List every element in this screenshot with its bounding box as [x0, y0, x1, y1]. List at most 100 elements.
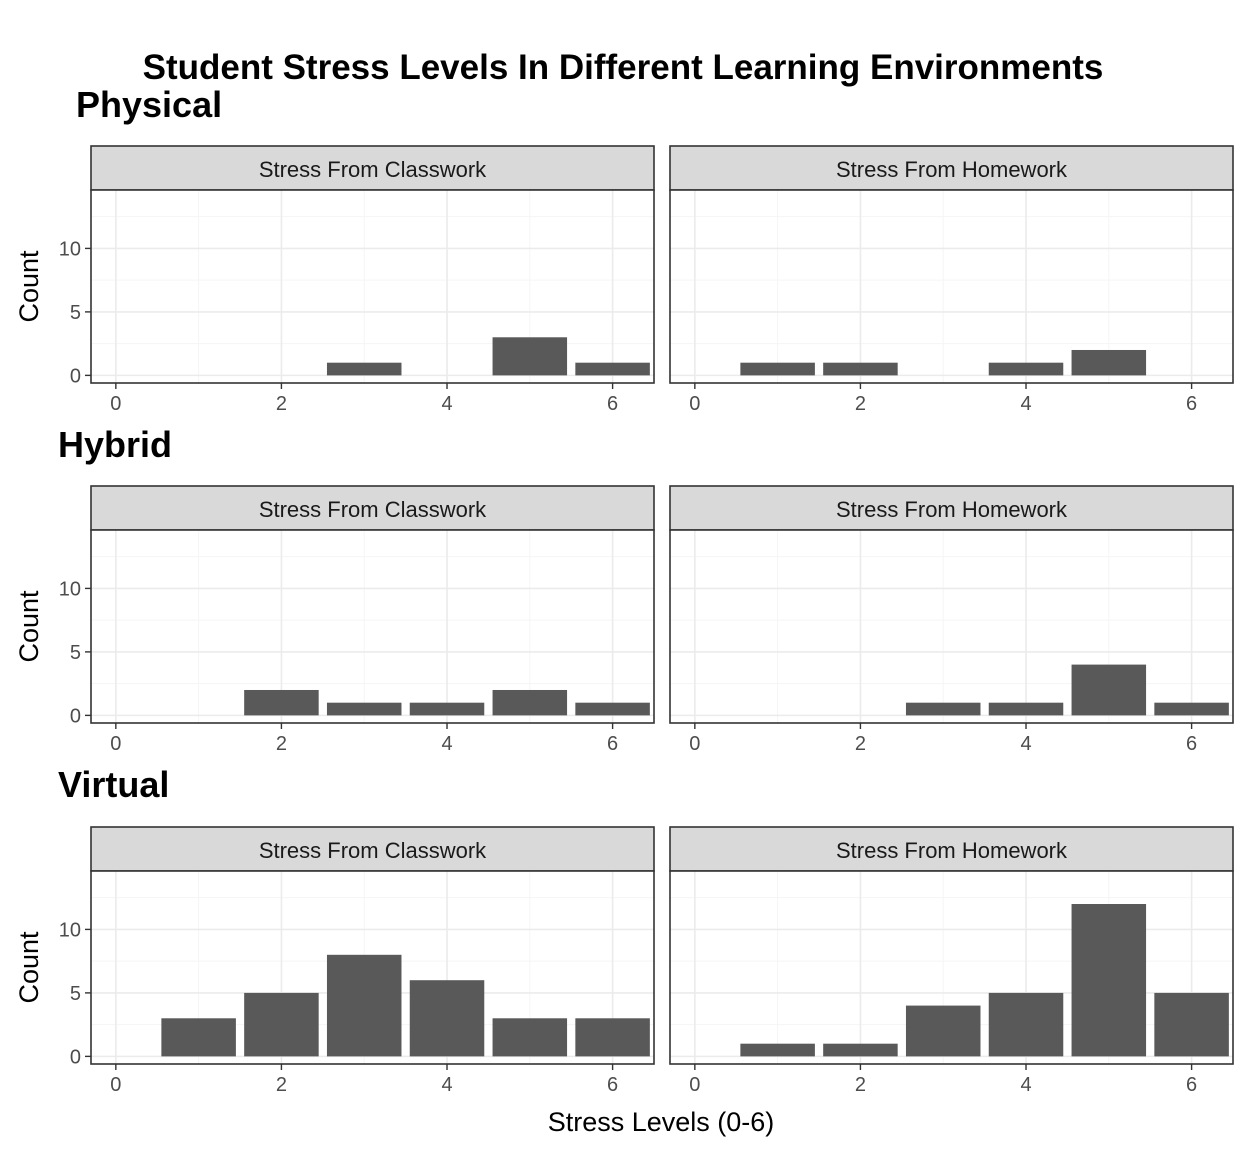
facet-groups: Physical Count Stress From Classwork 0 2 4 6 0 5…	[14, 84, 1234, 1096]
facet-group-hybrid: Hybrid Count Stress From Classwork 0 2 4 6 0 5 10…	[14, 424, 1234, 755]
facet-strip	[669, 485, 1234, 531]
facet-panel: Stress From Classwork 0 2 4 6 0 5 10	[59, 826, 655, 1096]
x-tick-label: 2	[855, 1074, 866, 1096]
x-tick-label: 6	[607, 393, 618, 415]
bar	[326, 702, 402, 716]
bar	[988, 702, 1064, 716]
x-tick-label: 2	[276, 393, 287, 415]
strip-label: Stress From Homework	[836, 157, 1068, 182]
bar	[326, 954, 402, 1057]
bar	[492, 689, 568, 716]
bar	[905, 702, 981, 716]
facet-group-virtual: Virtual Count Stress From Classwork 0 2 4 6 0 5 1…	[14, 764, 1234, 1096]
bar	[326, 362, 402, 376]
x-tick-label: 6	[1186, 1074, 1197, 1096]
panel-border	[90, 529, 655, 724]
x-tick-label: 0	[110, 733, 121, 755]
strip-label: Stress From Homework	[836, 497, 1068, 522]
panel-border	[669, 529, 1234, 724]
plot-background	[670, 530, 1233, 723]
x-tick-label: 4	[441, 393, 452, 415]
y-tick-label: 10	[59, 578, 81, 600]
facet-panel: Stress From Homework 0 2 4 6	[669, 826, 1234, 1096]
bar	[161, 1018, 236, 1057]
facet-strip	[90, 485, 655, 531]
bar	[244, 992, 319, 1057]
strip-label: Stress From Classwork	[259, 838, 487, 863]
facet-strip	[90, 145, 655, 191]
bar	[823, 1043, 898, 1057]
bar	[1154, 702, 1229, 716]
bar	[740, 1043, 815, 1057]
y-tick-label: 0	[70, 705, 81, 727]
x-tick-label: 4	[1020, 733, 1031, 755]
facet-panel: Stress From Homework 0 2 4 6	[669, 485, 1234, 755]
group-title: Virtual	[58, 764, 169, 805]
strip-label: Stress From Classwork	[259, 157, 487, 182]
plot-background	[91, 190, 654, 383]
panel-border	[669, 870, 1234, 1065]
panel-border	[90, 189, 655, 384]
y-tick-label: 10	[59, 919, 81, 941]
bar	[409, 702, 485, 716]
y-axis-title: Count	[14, 590, 44, 663]
plot-background	[670, 190, 1233, 383]
x-tick-label: 6	[607, 1074, 618, 1096]
bar	[409, 980, 485, 1057]
bar	[1071, 664, 1147, 716]
bar	[988, 992, 1064, 1057]
strip-label: Stress From Homework	[836, 838, 1068, 863]
x-tick-label: 0	[689, 393, 700, 415]
x-tick-label: 4	[1020, 393, 1031, 415]
bar	[244, 689, 319, 716]
x-tick-label: 4	[1020, 1074, 1031, 1096]
bar	[1154, 992, 1229, 1057]
x-tick-label: 2	[855, 733, 866, 755]
bar	[492, 337, 568, 376]
y-tick-label: 0	[70, 365, 81, 387]
x-tick-label: 6	[1186, 733, 1197, 755]
facet-strip	[669, 145, 1234, 191]
x-tick-label: 6	[1186, 393, 1197, 415]
y-tick-label: 5	[70, 302, 81, 324]
y-tick-label: 5	[70, 983, 81, 1005]
y-tick-label: 5	[70, 642, 81, 664]
x-tick-label: 2	[855, 393, 866, 415]
bar	[988, 362, 1064, 376]
x-tick-label: 6	[607, 733, 618, 755]
bar	[1071, 904, 1147, 1057]
facet-group-physical: Physical Count Stress From Classwork 0 2 4 6 0 5…	[14, 84, 1234, 415]
bar	[575, 362, 650, 376]
facet-strip	[669, 826, 1234, 872]
x-axis-title: Stress Levels (0-6)	[548, 1107, 775, 1137]
x-tick-label: 2	[276, 733, 287, 755]
y-axis-title: Count	[14, 250, 44, 323]
bar	[905, 1005, 981, 1057]
facet-strip	[90, 826, 655, 872]
plot-background	[91, 530, 654, 723]
bar	[823, 362, 898, 376]
bar	[492, 1018, 568, 1057]
chart-title: Student Stress Levels In Different Learn…	[143, 48, 1104, 87]
panel-border	[669, 189, 1234, 384]
y-tick-label: 10	[59, 238, 81, 260]
facet-panel: Stress From Classwork 0 2 4 6 0 5 10	[59, 485, 655, 755]
x-tick-label: 4	[441, 733, 452, 755]
strip-label: Stress From Classwork	[259, 497, 487, 522]
y-axis-title: Count	[14, 931, 44, 1004]
panel-border	[90, 870, 655, 1065]
x-tick-label: 0	[110, 1074, 121, 1096]
bar	[740, 362, 815, 376]
bar	[575, 1018, 650, 1057]
x-tick-label: 0	[689, 733, 700, 755]
x-tick-label: 0	[689, 1074, 700, 1096]
x-tick-label: 4	[441, 1074, 452, 1096]
group-title: Physical	[76, 84, 222, 125]
x-tick-label: 0	[110, 393, 121, 415]
bar	[1071, 349, 1147, 376]
x-tick-label: 2	[276, 1074, 287, 1096]
group-title: Hybrid	[58, 424, 172, 465]
y-tick-label: 0	[70, 1046, 81, 1068]
facet-panel: Stress From Classwork 0 2 4 6 0 5 10	[59, 145, 655, 415]
